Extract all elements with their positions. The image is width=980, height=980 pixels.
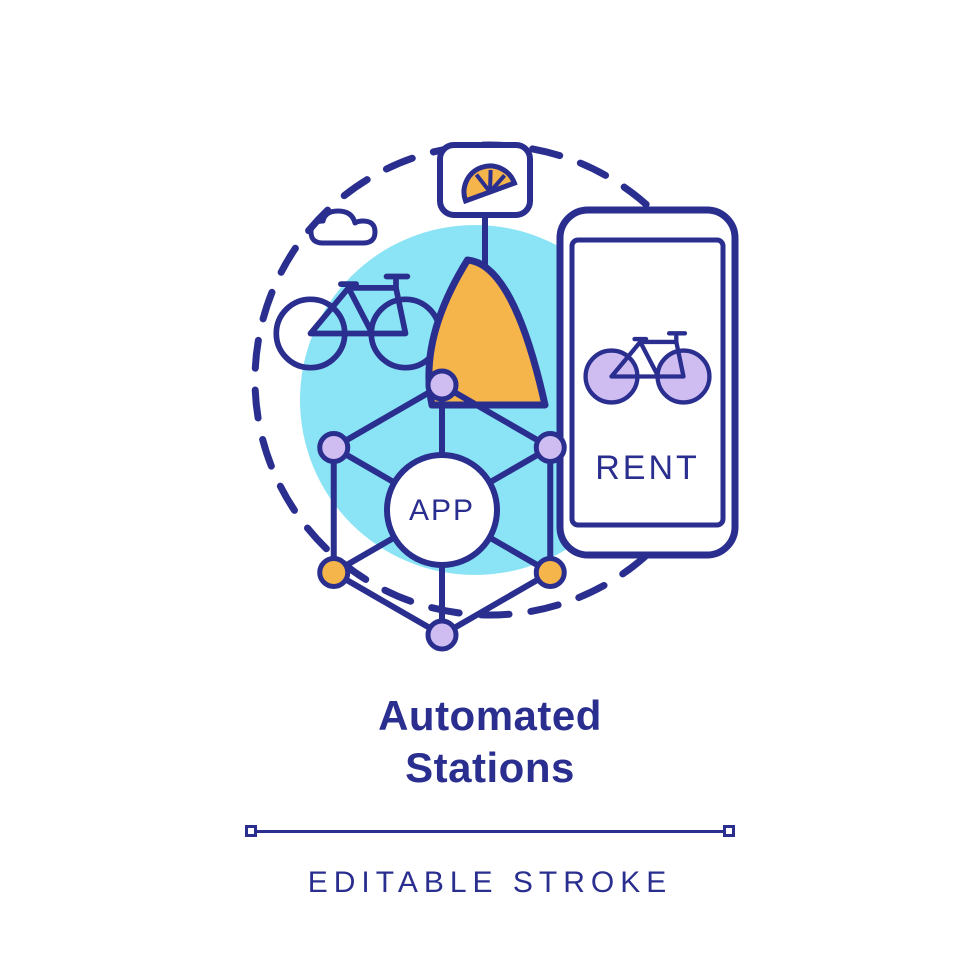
svg-text:RENT: RENT [595,449,700,487]
title-line1: Automated [0,692,980,740]
title-line2: Stations [0,744,980,792]
divider-cap-left [245,825,257,837]
divider [245,824,735,838]
divider-cap-right [723,825,735,837]
subtitle: EDITABLE STROKE [0,866,980,900]
divider-bar [255,830,725,833]
svg-text:APP: APP [409,494,475,527]
